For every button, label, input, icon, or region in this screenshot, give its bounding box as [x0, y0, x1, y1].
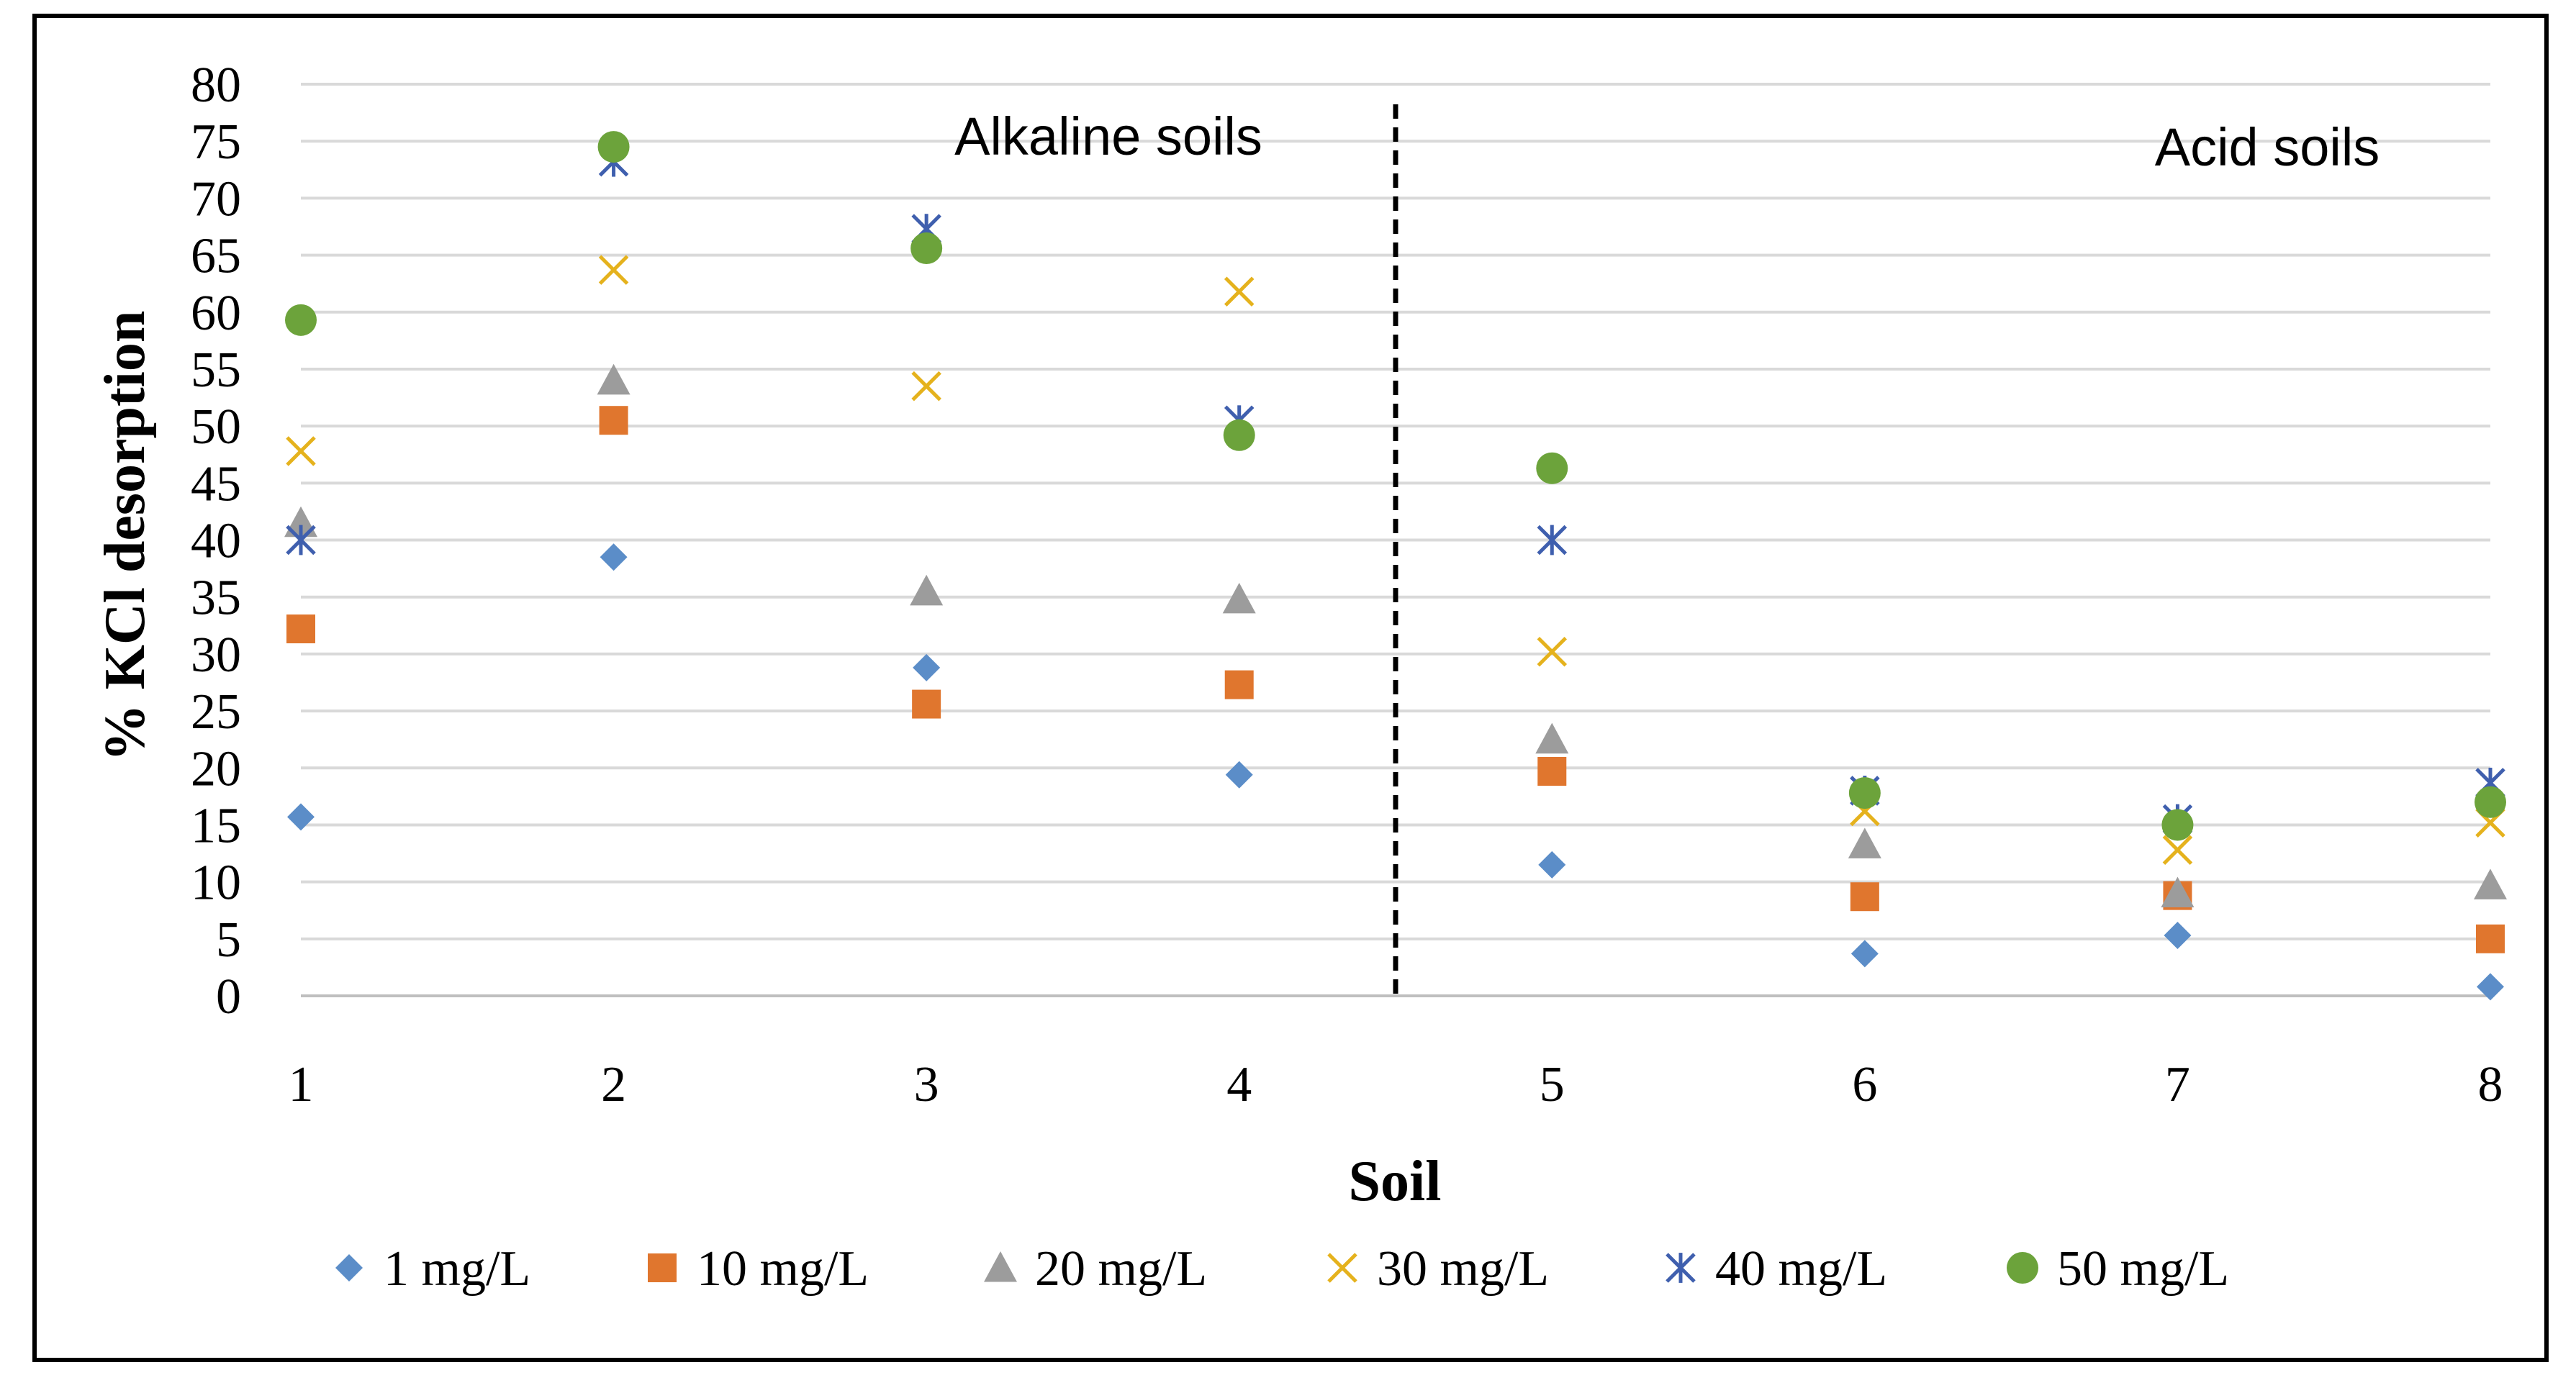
x-tick-label: 6: [1852, 1057, 1877, 1112]
y-tick-label: 45: [191, 456, 241, 512]
x-tick-label: 8: [2478, 1057, 2503, 1112]
legend-item: 1 mg/L: [335, 1241, 530, 1297]
y-tick-label: 5: [216, 912, 241, 968]
legend-label: 50 mg/L: [2057, 1241, 2229, 1297]
y-tick-label: 30: [191, 627, 241, 683]
data-point-series-6-soil-6: [1848, 777, 1881, 809]
data-point-series-2-soil-4: [1224, 670, 1254, 699]
data-point-series-1-soil-6: [1850, 940, 1879, 968]
x-tick-label: 1: [289, 1057, 314, 1112]
data-point-series-2-soil-8: [2476, 924, 2505, 953]
data-point-series-3-soil-2: [597, 363, 631, 395]
data-point-series-3-soil-4: [1222, 582, 1256, 614]
data-point-series-1-soil-2: [600, 543, 628, 571]
data-point-series-1-soil-7: [2164, 922, 2192, 950]
data-point-series-5-soil-1: [286, 525, 316, 555]
data-point-series-4-soil-1: [286, 436, 316, 466]
y-tick-label: 55: [191, 343, 241, 398]
data-point-series-2-soil-2: [599, 406, 628, 435]
legend-label: 30 mg/L: [1377, 1241, 1549, 1297]
legend-item: 50 mg/L: [2007, 1241, 2229, 1297]
y-tick-label: 35: [191, 571, 241, 626]
y-tick-label: 80: [191, 58, 241, 113]
data-point-series-2-soil-5: [1537, 757, 1567, 786]
x-axis-ticks: 1 2 3 4 5 6 7 8: [289, 1057, 2503, 1112]
y-tick-label: 25: [191, 684, 241, 740]
y-tick-label: 10: [191, 856, 241, 911]
legend-label: 20 mg/L: [1035, 1241, 1207, 1297]
legend-item: 40 mg/L: [1666, 1241, 1887, 1297]
y-tick-label: 60: [191, 286, 241, 341]
data-point-series-3-soil-3: [910, 574, 944, 606]
y-tick-label: 0: [216, 969, 241, 1025]
data-point-series-6-soil-4: [1223, 419, 1255, 451]
y-tick-label: 40: [191, 514, 241, 569]
data-point-series-3-soil-5: [1535, 722, 1569, 754]
data-point-series-4-soil-4: [1224, 276, 1255, 307]
alkaline-soils-label: Alkaline soils: [954, 106, 1262, 166]
data-point-series-6-soil-3: [910, 232, 943, 265]
data-point-series-4-soil-3: [911, 371, 941, 402]
data-point-series-3-soil-6: [1848, 827, 1881, 858]
data-points: [284, 131, 2507, 1001]
data-point-series-6-soil-1: [285, 304, 317, 336]
legend-marker: [648, 1253, 677, 1282]
x-tick-label: 7: [2165, 1057, 2190, 1112]
data-point-series-2-soil-6: [1850, 882, 1879, 912]
data-point-series-4-soil-5: [1537, 636, 1568, 667]
chart-frame: [32, 14, 2549, 1362]
y-tick-label: 65: [191, 229, 241, 284]
data-point-series-6-soil-2: [597, 131, 630, 163]
data-point-series-3-soil-8: [2474, 868, 2507, 899]
x-tick-label: 5: [1540, 1057, 1565, 1112]
legend-item: 20 mg/L: [984, 1241, 1207, 1297]
legend-item: 10 mg/L: [648, 1241, 869, 1297]
data-point-series-2-soil-3: [912, 689, 941, 719]
legend-marker: [1327, 1253, 1357, 1283]
legend-label: 40 mg/L: [1715, 1241, 1887, 1297]
y-tick-label: 70: [191, 171, 241, 227]
data-point-series-5-soil-5: [1537, 525, 1568, 555]
x-axis-label: Soil: [1349, 1150, 1442, 1213]
acid-soils-label: Acid soils: [2155, 117, 2380, 177]
data-point-series-3-soil-7: [2161, 876, 2195, 908]
legend-marker: [1666, 1253, 1696, 1283]
data-point-series-1-soil-5: [1538, 851, 1566, 879]
legend-label: 1 mg/L: [384, 1241, 530, 1297]
data-point-series-6-soil-8: [2475, 786, 2506, 818]
data-point-series-1-soil-1: [287, 803, 315, 831]
legend-item: 30 mg/L: [1327, 1241, 1549, 1297]
data-point-series-4-soil-2: [598, 255, 629, 285]
data-point-series-1-soil-4: [1225, 761, 1253, 789]
data-point-series-2-soil-1: [286, 614, 315, 644]
y-tick-label: 75: [191, 114, 241, 170]
data-point-series-4-soil-7: [2162, 835, 2193, 866]
y-axis-label: % KCl desorption: [94, 311, 157, 762]
data-point-series-1-soil-8: [2477, 973, 2504, 1001]
x-tick-label: 2: [601, 1057, 626, 1112]
legend-label: 10 mg/L: [697, 1241, 869, 1297]
legend-marker: [984, 1251, 1017, 1282]
legend-marker: [2007, 1252, 2038, 1284]
legend-marker: [335, 1254, 363, 1282]
y-tick-label: 50: [191, 399, 241, 455]
y-tick-label: 20: [191, 741, 241, 797]
x-tick-label: 3: [914, 1057, 939, 1112]
x-tick-label: 4: [1226, 1057, 1252, 1112]
data-point-series-1-soil-3: [913, 653, 941, 681]
data-point-series-6-soil-5: [1536, 452, 1568, 484]
legend: 1 mg/L 10 mg/L 20 mg/L 30 mg/L 40 mg/L 50 mg/…: [335, 1241, 2229, 1297]
y-tick-label: 15: [191, 798, 241, 853]
data-point-series-6-soil-7: [2161, 809, 2194, 841]
